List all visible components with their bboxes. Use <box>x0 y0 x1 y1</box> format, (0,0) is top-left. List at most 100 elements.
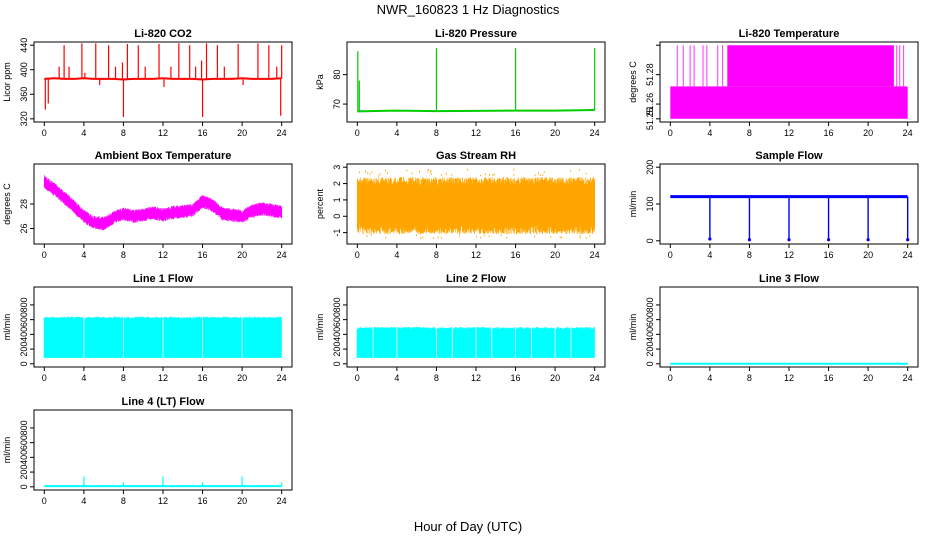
x-tick-label: 4 <box>394 128 399 138</box>
panel-1: Li-820 CO2 0 4 8 12 16 20 24 320 360 400 440 Licor p… <box>2 28 293 138</box>
series <box>356 327 595 358</box>
y-tick-label: 800 <box>19 420 29 435</box>
panel-4: Ambient Box Temperature 0 4 8 12 16 20 24 26 28 de… <box>2 150 293 260</box>
y-tick-label: 360 <box>19 87 29 102</box>
x-tick-label: 4 <box>81 250 86 260</box>
x-tick-label: 12 <box>471 128 481 138</box>
y-axis-label: Licor ppm <box>2 62 12 102</box>
y-tick-label: 0 <box>645 361 655 366</box>
x-tick-label: 8 <box>434 250 439 260</box>
x-tick-label: 4 <box>81 128 86 138</box>
y-tick-label: 0 <box>645 238 655 243</box>
y-tick-label: 440 <box>19 38 29 53</box>
x-tick-label: 24 <box>277 496 287 506</box>
x-tick-label: 0 <box>355 373 360 383</box>
x-tick-label: 16 <box>511 373 521 383</box>
sample-flow-dip-point <box>787 238 791 242</box>
y-tick-label: 0 <box>19 361 29 366</box>
x-tick-label: 0 <box>668 250 673 260</box>
y-tick-label: 70 <box>332 99 342 109</box>
y-tick-label: 1 <box>332 197 342 202</box>
x-tick-label: 8 <box>747 250 752 260</box>
y-tick-label: 200 <box>645 342 655 357</box>
x-tick-label: 12 <box>784 373 794 383</box>
x-tick-label: 8 <box>434 373 439 383</box>
y-axis-label: degrees C <box>628 61 638 103</box>
y-axis-label: ml/min <box>2 437 12 464</box>
x-tick-label: 4 <box>394 373 399 383</box>
y-tick-label: 320 <box>19 111 29 126</box>
y-tick-label: 400 <box>19 62 29 77</box>
x-tick-label: 20 <box>237 496 247 506</box>
sample-flow-dip-point <box>906 238 910 242</box>
plot-frame <box>33 41 293 123</box>
series <box>44 476 283 488</box>
y-axis-label: ml/min <box>628 191 638 218</box>
x-tick-label: 4 <box>707 128 712 138</box>
x-tick-label: 20 <box>237 250 247 260</box>
y-tick-label: 400 <box>332 327 342 342</box>
x-tick-label: 4 <box>707 250 712 260</box>
y-tick-label: 400 <box>19 327 29 342</box>
x-tick-label: 16 <box>198 128 208 138</box>
x-tick-label: 4 <box>707 373 712 383</box>
sample-flow-dip-point <box>708 237 712 241</box>
series <box>670 195 910 242</box>
y-tick-label: 600 <box>645 312 655 327</box>
panel-10: Line 4 (LT) Flow 0 4 8 12 16 20 24 0 200400600800… <box>2 396 293 506</box>
x-tick-label: 24 <box>590 373 600 383</box>
x-tick-label: 8 <box>121 250 126 260</box>
x-tick-label: 12 <box>158 128 168 138</box>
panel-title: Gas Stream RH <box>436 150 516 162</box>
flow-band <box>43 316 282 358</box>
x-tick-label: 20 <box>550 373 560 383</box>
y-tick-label: 200 <box>645 160 655 175</box>
y-tick-label: 600 <box>19 312 29 327</box>
series <box>44 43 283 117</box>
x-tick-label: 20 <box>550 250 560 260</box>
rh-band <box>357 177 595 235</box>
panel-6: Sample Flow 0 4 8 12 16 20 24 0 100 200 ml/min <box>628 150 919 260</box>
x-tick-label: 0 <box>42 128 47 138</box>
y-axis-label: kPa <box>315 74 325 90</box>
x-tick-label: 24 <box>277 250 287 260</box>
x-tick-label: 12 <box>158 250 168 260</box>
x-tick-label: 12 <box>158 496 168 506</box>
sample-flow-dip-point <box>747 238 752 242</box>
x-tick-label: 12 <box>784 250 794 260</box>
panel-title: Li-820 Pressure <box>435 28 517 40</box>
x-tick-label: 24 <box>277 373 287 383</box>
panel-title: Line 2 Flow <box>446 273 506 285</box>
x-tick-label: 8 <box>121 496 126 506</box>
x-tick-label: 0 <box>42 373 47 383</box>
figure-title: NWR_160823 1 Hz Diagnostics <box>377 2 560 17</box>
y-tick-label: 0 <box>19 484 29 489</box>
x-tick-label: 16 <box>511 128 521 138</box>
y-tick-label: 2 <box>332 181 342 186</box>
plot-frame <box>659 286 919 368</box>
y-tick-label: 28 <box>19 199 29 209</box>
sample-flow-dip-point <box>866 238 870 242</box>
y-tick-label: 51.26 <box>645 93 655 116</box>
x-tick-label: 24 <box>903 128 913 138</box>
x-tick-label: 0 <box>42 250 47 260</box>
x-tick-label: 12 <box>784 128 794 138</box>
x-tick-label: 16 <box>198 373 208 383</box>
x-tick-label: 12 <box>158 373 168 383</box>
y-tick-label: 26 <box>19 224 29 234</box>
panel-title: Line 4 (LT) Flow <box>122 396 205 408</box>
x-tick-label: 24 <box>590 250 600 260</box>
x-tick-label: 16 <box>198 496 208 506</box>
x-tick-label: 24 <box>590 128 600 138</box>
x-tick-label: 8 <box>121 373 126 383</box>
panel-title: Line 3 Flow <box>759 273 819 285</box>
y-tick-label: 800 <box>19 297 29 312</box>
temp-band <box>670 86 908 119</box>
x-tick-label: 0 <box>355 250 360 260</box>
series-line <box>44 77 282 81</box>
